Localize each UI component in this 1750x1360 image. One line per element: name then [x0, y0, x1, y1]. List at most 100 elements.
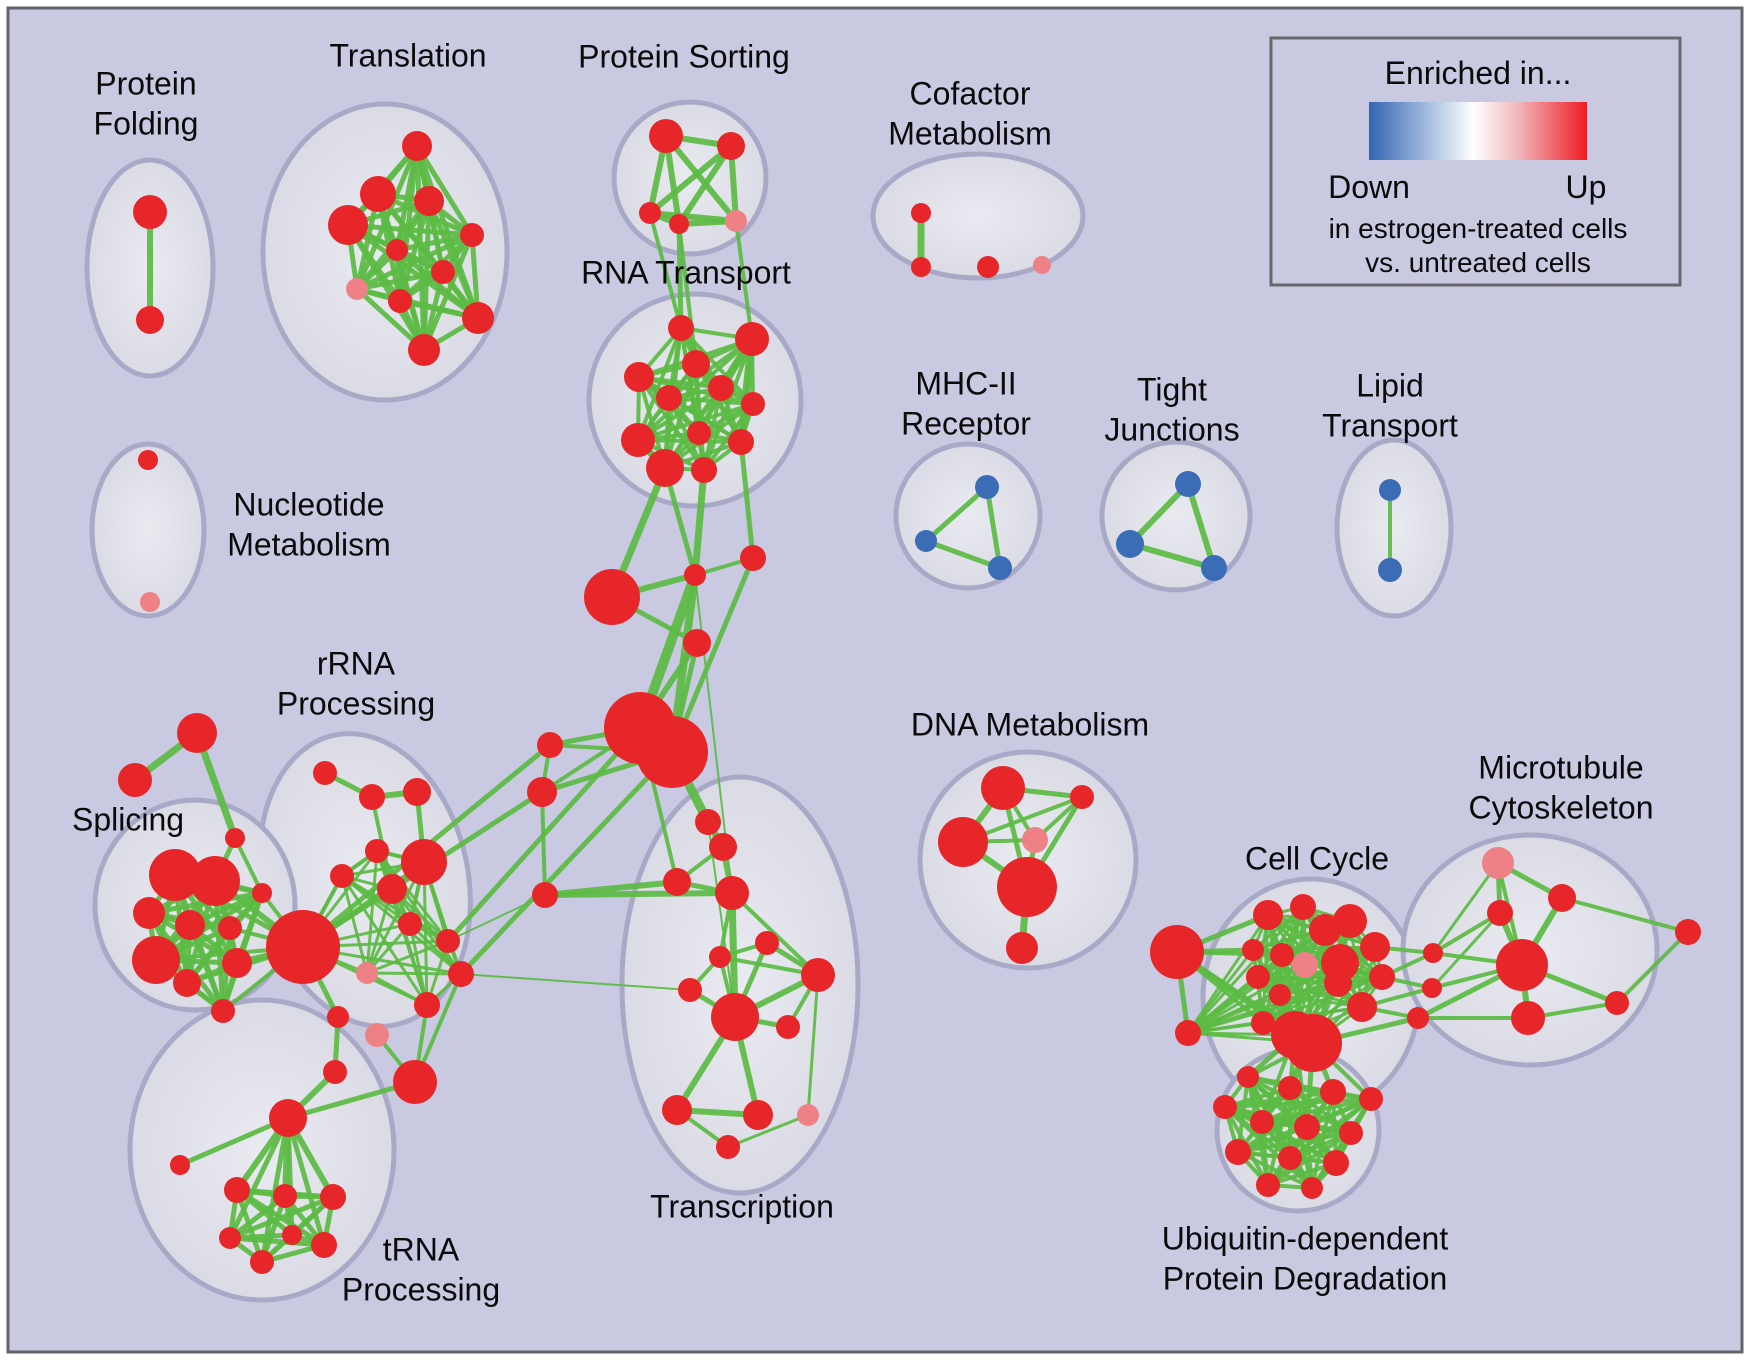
gene-set-node — [649, 119, 683, 153]
gene-set-node — [755, 931, 779, 955]
edge — [1560, 896, 1690, 934]
cluster-label-dna-metabolism: DNA Metabolism — [911, 706, 1149, 742]
gene-set-node — [717, 132, 745, 160]
edge — [691, 466, 708, 579]
edge — [233, 836, 264, 895]
gene-set-node — [393, 1060, 437, 1104]
gene-set-node — [708, 375, 734, 401]
gene-set-node — [668, 315, 694, 341]
edge — [667, 396, 755, 406]
gene-set-node — [669, 214, 689, 234]
gene-set-node — [365, 839, 389, 863]
gene-set-node — [1116, 530, 1144, 558]
gene-set-node — [132, 936, 180, 984]
gene-set-node — [715, 876, 749, 910]
gene-set-node — [977, 256, 999, 278]
gene-set-node — [140, 592, 160, 612]
gene-set-node — [1246, 965, 1270, 989]
cluster-ellipse-mhc-ii-receptor — [893, 441, 1043, 591]
edge — [923, 538, 1003, 571]
edge — [1431, 861, 1500, 955]
cluster-label-transcription: Transcription — [650, 1188, 834, 1224]
gene-set-node — [1333, 904, 1367, 938]
gene-set-node — [911, 203, 931, 223]
gene-set-node — [683, 629, 711, 657]
edge — [726, 1113, 810, 1149]
gene-set-node — [1270, 943, 1294, 967]
cluster-ellipse-nucleotide-metabolism — [89, 441, 207, 619]
edge — [648, 211, 683, 330]
gene-set-node — [1360, 932, 1390, 962]
gene-set-node — [431, 260, 455, 284]
gene-set-node — [1359, 1087, 1383, 1111]
gene-set-node — [211, 999, 235, 1023]
gene-set-node — [360, 176, 396, 212]
edge — [354, 269, 446, 292]
gene-set-node — [1225, 1139, 1251, 1165]
gene-set-node — [1284, 1014, 1342, 1072]
edge — [923, 484, 990, 544]
gene-set-node — [1213, 1095, 1237, 1119]
gene-set-node — [175, 910, 205, 940]
gene-set-node — [709, 946, 731, 968]
gene-set-node — [136, 306, 164, 334]
gene-set-node — [1290, 894, 1316, 920]
legend: Enriched in... Down Up in estrogen-treat… — [1269, 36, 1682, 287]
edge — [1186, 975, 1260, 1035]
gene-set-node — [1250, 1110, 1274, 1134]
edge — [1127, 541, 1217, 571]
edge — [647, 143, 734, 216]
gene-set-node — [1379, 479, 1401, 501]
gene-set-node — [938, 817, 988, 867]
gene-set-node — [1033, 256, 1051, 274]
cluster-label-cofactor-metabolism: Cofactor — [910, 75, 1031, 111]
cluster-label-ubiquitin-degradation: Ubiquitin-dependent — [1162, 1220, 1449, 1256]
gene-set-node — [1253, 900, 1283, 930]
gene-set-node — [190, 856, 240, 906]
edge — [1186, 913, 1270, 1035]
gene-set-node — [684, 564, 706, 586]
gene-set-node — [1070, 785, 1094, 809]
gene-set-node — [624, 362, 654, 392]
gene-set-node — [252, 883, 272, 903]
gene-set-node — [801, 958, 835, 992]
gene-set-node — [743, 1100, 773, 1130]
gene-set-node — [403, 778, 431, 806]
cluster-label-rna-transport: RNA Transport — [581, 254, 791, 290]
edge — [1431, 911, 1502, 955]
cluster-label-protein-folding: Folding — [94, 105, 199, 141]
gene-set-node — [1242, 939, 1264, 961]
gene-set-node — [1278, 1076, 1302, 1100]
nodes-layer — [118, 119, 1701, 1274]
edge — [663, 133, 739, 224]
gene-set-node — [716, 1135, 740, 1159]
gene-set-node — [682, 350, 710, 378]
gene-set-node — [1269, 984, 1291, 1006]
gene-set-node — [728, 429, 754, 455]
gene-set-node — [1251, 1011, 1275, 1035]
gene-set-node — [1201, 555, 1227, 581]
gene-set-node — [527, 777, 557, 807]
gene-set-node — [225, 828, 245, 848]
edge — [1186, 905, 1305, 1035]
edge — [460, 973, 691, 991]
gene-set-node — [170, 1155, 190, 1175]
gene-set-node — [621, 423, 655, 457]
edge — [227, 1194, 336, 1241]
cluster-label-trna-processing: tRNA — [383, 1231, 460, 1267]
edge — [730, 891, 820, 977]
gene-set-node — [224, 1177, 250, 1203]
gene-set-node — [691, 457, 717, 483]
gene-set-node — [222, 948, 252, 978]
legend-subline-2: vs. untreated cells — [1365, 247, 1591, 278]
gene-set-node — [1150, 925, 1204, 979]
cluster-ellipse-cofactor-metabolism — [870, 151, 1086, 281]
gene-set-node — [776, 1015, 800, 1039]
cluster-label-ubiquitin-degradation: Protein Degradation — [1163, 1260, 1448, 1296]
cluster-label-protein-folding: Protein — [95, 65, 196, 101]
gene-set-node — [663, 868, 691, 896]
gene-set-node — [709, 833, 737, 861]
gene-set-node — [408, 334, 440, 366]
gene-set-node — [448, 961, 474, 987]
